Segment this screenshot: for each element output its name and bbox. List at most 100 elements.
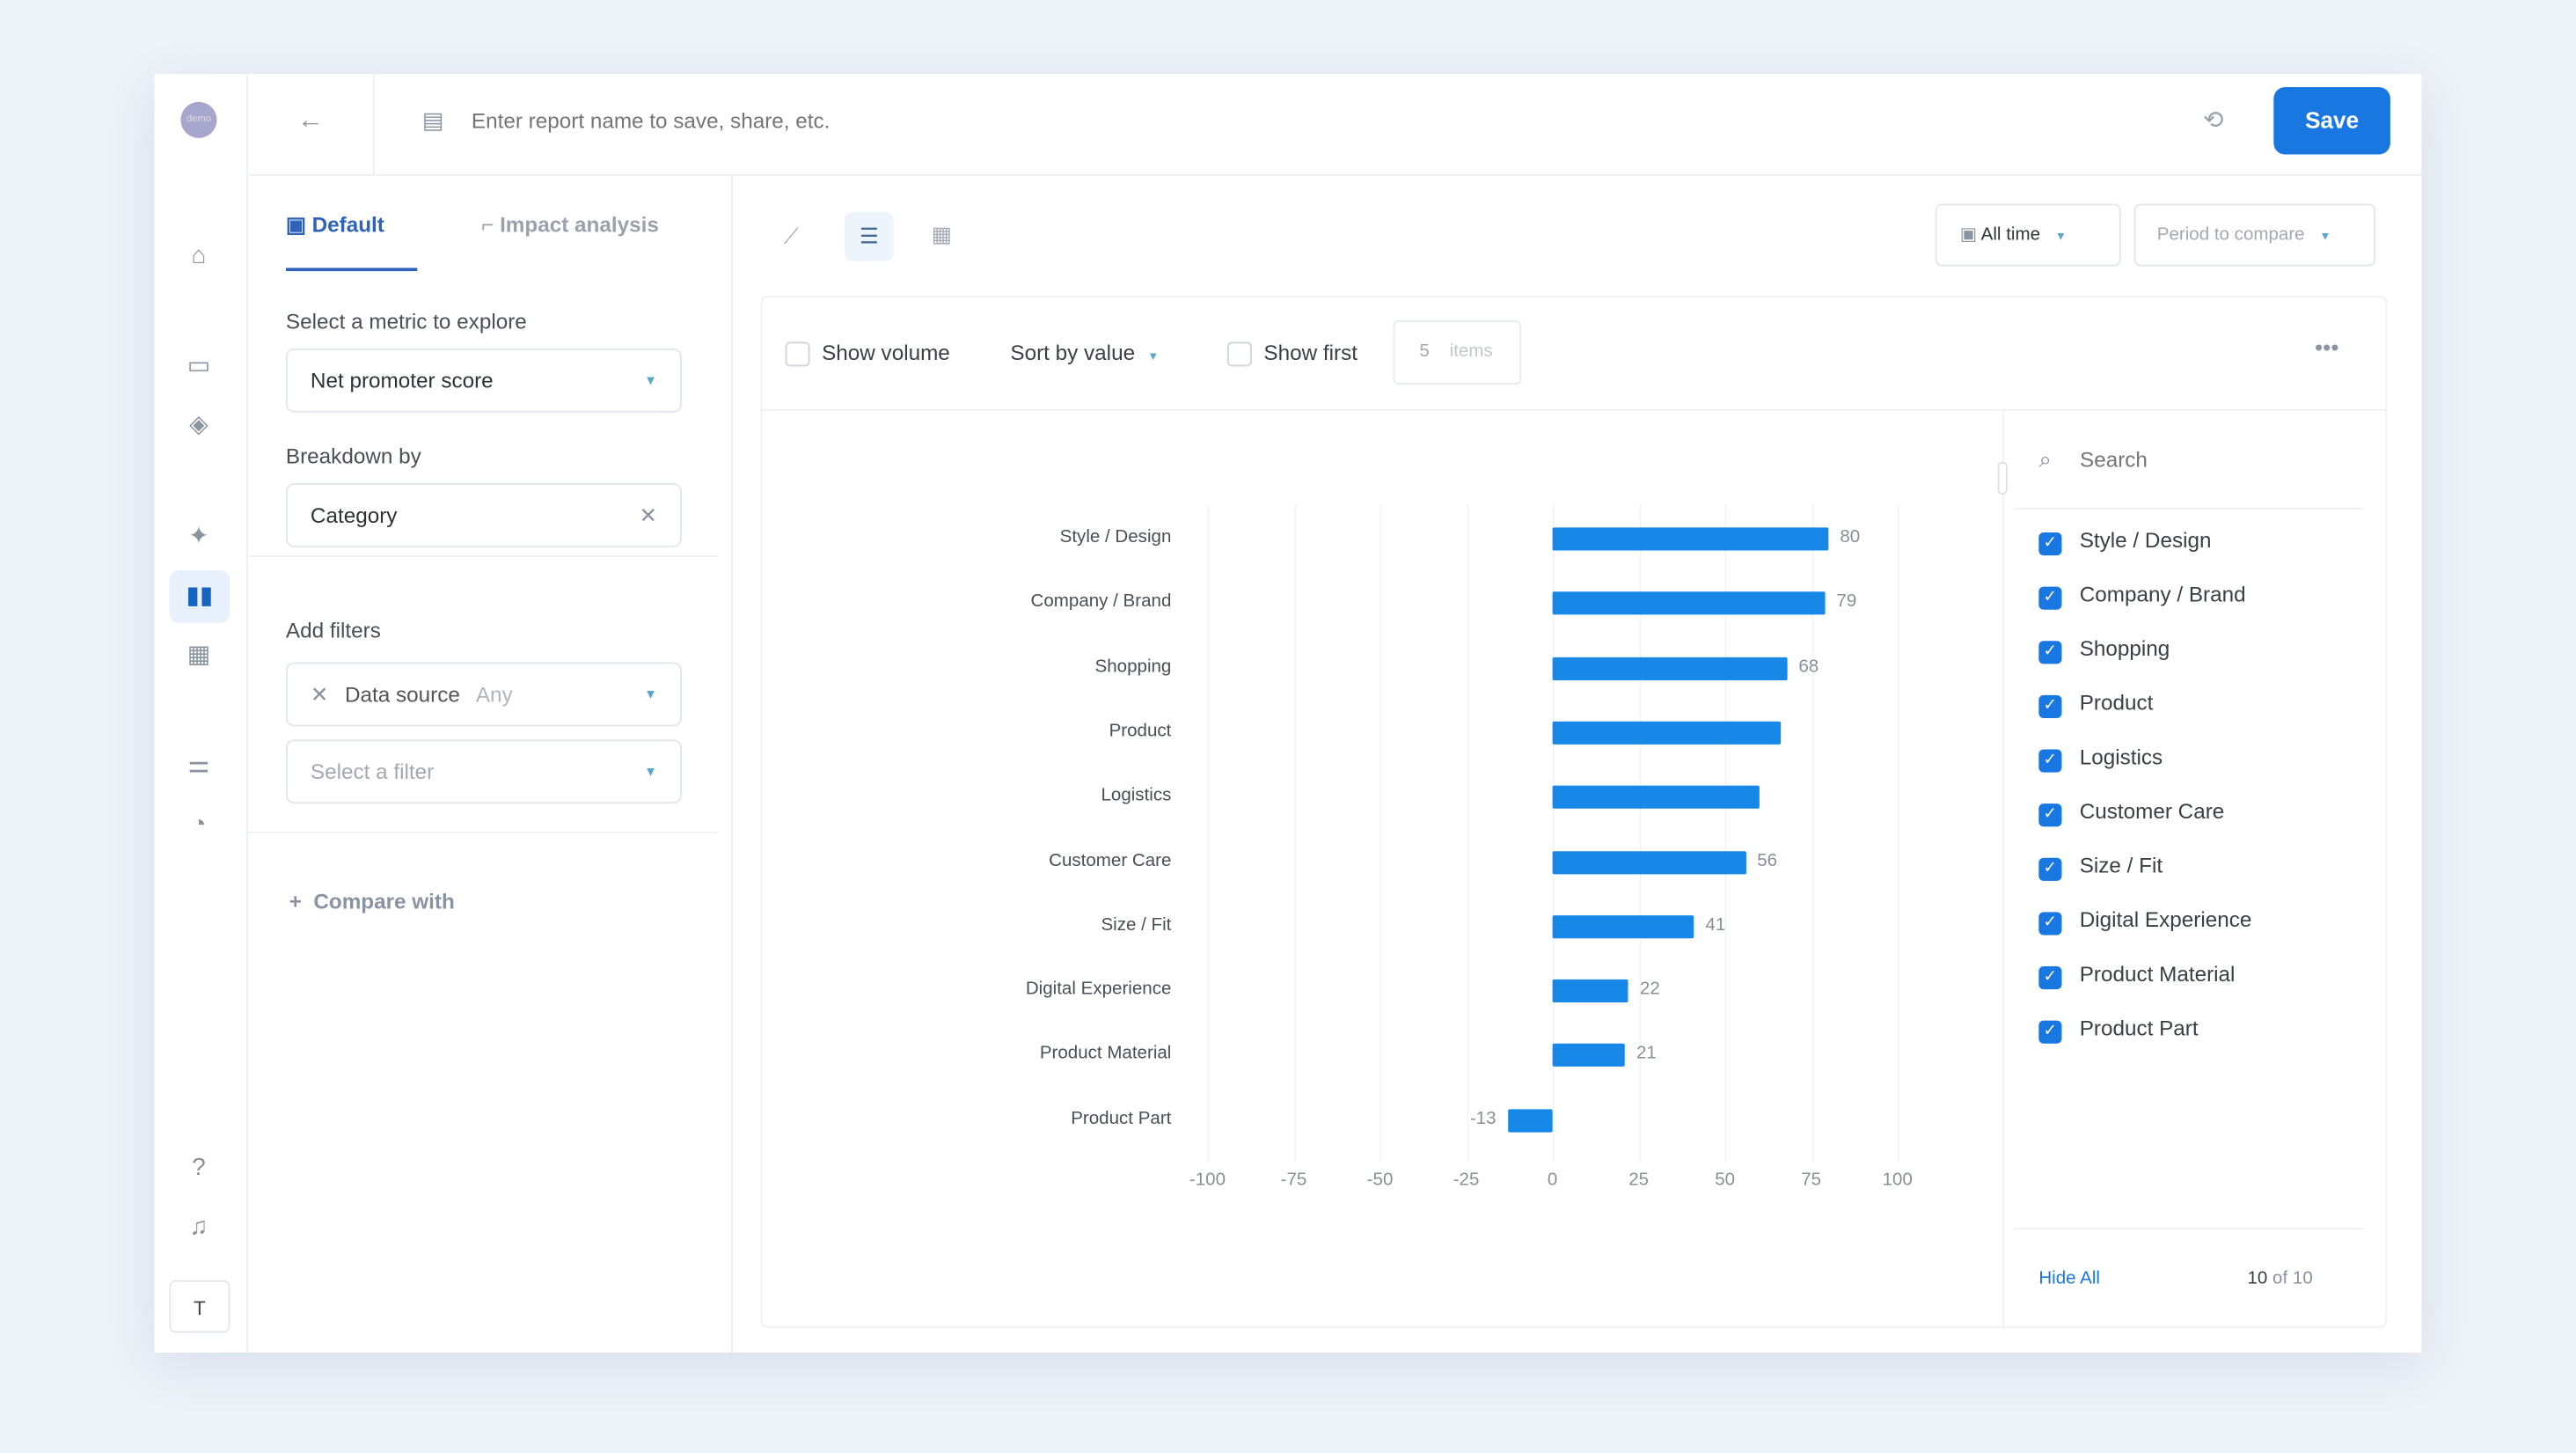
legend-label: Product Material [2079,961,2236,987]
checkbox-checked-icon[interactable]: ✓ [2038,965,2062,990]
back-arrow-icon[interactable]: ← [248,74,375,176]
gridline [1379,504,1382,1163]
checkbox-checked-icon[interactable]: ✓ [2038,586,2062,610]
legend-item[interactable]: ✓ Digital Experience [2038,907,2251,936]
metric-value: Net promoter score [310,368,494,393]
checkbox-checked-icon[interactable]: ✓ [2038,804,2062,827]
chevron-down-icon: ▼ [644,372,657,388]
x-tick-label: 100 [1882,1170,1913,1190]
bar[interactable] [1552,527,1829,551]
date-range-select[interactable]: ▣ All time ▼ [1935,203,2121,267]
layers-icon[interactable]: ◈ [189,410,209,439]
user-initial-button[interactable]: T [169,1280,231,1333]
legend-item[interactable]: ✓ Style / Design [2038,527,2212,556]
divider [247,555,719,558]
bar[interactable] [1552,914,1694,938]
gridline [1897,504,1899,1163]
x-tick-label: 25 [1628,1170,1650,1190]
gridline [1207,504,1210,1163]
divider [247,831,719,833]
bar-value-label: 21 [1636,1044,1657,1064]
x-tick-label: -25 [1453,1170,1480,1190]
bell-icon[interactable]: ♫ [189,1213,209,1241]
tab-default[interactable]: ▣ Default [285,212,418,272]
bar[interactable] [1552,1044,1625,1068]
home-icon[interactable]: ⌂ [191,241,207,270]
help-icon[interactable]: ? [192,1153,206,1182]
report-icon: ▤ [421,106,444,134]
checkbox-checked-icon[interactable]: ✓ [2038,749,2062,773]
sort-select[interactable]: Sort by value ▼ [1010,340,1160,365]
line-chart-icon[interactable]: ⟋ [783,223,799,248]
save-button[interactable]: Save [2273,86,2390,155]
x-tick-label: -50 [1366,1170,1394,1190]
tab-impact-analysis[interactable]: ⌐ Impact analysis [481,211,659,237]
chat-icon[interactable]: ▭ [187,351,211,380]
select-filter-dropdown[interactable]: Select a filter ▼ [285,739,682,804]
show-volume-checkbox[interactable]: Show volume [785,341,950,367]
bar[interactable] [1507,1108,1553,1132]
table-view-icon[interactable]: ▦ [931,222,952,247]
breakdown-value: Category [310,503,398,528]
history-icon[interactable]: ⟲ [2203,106,2224,136]
compare-with-button[interactable]: + Compare with [289,889,455,914]
bar[interactable] [1552,785,1760,810]
category-label: Style / Design [1059,527,1172,547]
checkbox-checked-icon[interactable]: ✓ [2038,641,2062,664]
legend-item[interactable]: ✓ Shopping [2038,636,2170,664]
clear-icon[interactable]: ✕ [639,503,657,528]
x-tick-label: -100 [1189,1170,1226,1190]
legend-item[interactable]: ✓ Product Part [2038,1016,2199,1044]
legend-item[interactable]: ✓ Product Material [2038,961,2236,990]
search-icon: ⌕ [2038,445,2052,472]
legend-item[interactable]: ✓ Logistics [2038,745,2163,773]
gridline [1293,504,1296,1163]
legend-label: Style / Design [2079,527,2212,553]
checkbox-checked-icon[interactable]: ✓ [2038,912,2062,936]
gridline [1724,504,1727,1163]
sliders-icon[interactable]: ⚌ [187,751,210,780]
legend-search-input[interactable] [2080,442,2343,475]
metric-select[interactable]: Net promoter score ▼ [285,348,682,413]
grid-icon[interactable]: ▦ [187,641,211,669]
checkbox-checked-icon[interactable]: ✓ [2038,1020,2062,1044]
divider [2002,408,2005,1330]
items-count-input[interactable]: 5 items [1393,320,1522,385]
bar[interactable] [1552,980,1628,1003]
legend-item[interactable]: ✓ Customer Care [2038,799,2224,827]
report-name-input[interactable] [471,99,1622,140]
compare-period-select[interactable]: Period to compare ▼ [2133,203,2376,267]
bar[interactable] [1552,850,1746,874]
bar[interactable] [1552,721,1781,745]
gridline [1552,504,1555,1163]
sparkle-icon[interactable]: ✦ [188,522,209,551]
breakdown-select[interactable]: Category ✕ [285,482,682,547]
pulse-icon[interactable]: ◔ [191,810,207,839]
bar-value-label: 79 [1836,591,1857,613]
category-label: Customer Care [1049,850,1172,870]
bar-chart-view-icon[interactable]: ☰ [844,211,894,261]
hide-all-link[interactable]: Hide All [2038,1268,2100,1288]
bar-value-label: 68 [1798,657,1819,677]
checkbox[interactable] [1226,341,1252,367]
remove-filter-icon[interactable]: ✕ [310,681,329,707]
show-first-checkbox[interactable]: Show first [1226,341,1358,367]
resize-handle[interactable] [1997,461,2008,495]
legend-count: 10 of 10 [2247,1268,2313,1288]
more-options-icon[interactable]: ••• [2315,334,2339,360]
gridline [1466,504,1468,1163]
bar-chart-icon[interactable]: ▮▮ [169,569,231,623]
legend-item[interactable]: ✓ Company / Brand [2038,582,2246,610]
data-source-filter[interactable]: ✕ Data source Any ▼ [285,662,682,727]
bar-value-label: 41 [1705,914,1726,936]
avatar[interactable]: demo [180,101,217,138]
legend-label: Customer Care [2079,798,2225,824]
checkbox-checked-icon[interactable]: ✓ [2038,694,2062,719]
checkbox-checked-icon[interactable]: ✓ [2038,857,2062,881]
bar[interactable] [1552,657,1788,680]
legend-item[interactable]: ✓ Product [2038,690,2153,719]
legend-item[interactable]: ✓ Size / Fit [2038,853,2163,881]
checkbox[interactable] [785,341,810,367]
checkbox-checked-icon[interactable]: ✓ [2038,532,2062,556]
bar[interactable] [1552,591,1826,615]
